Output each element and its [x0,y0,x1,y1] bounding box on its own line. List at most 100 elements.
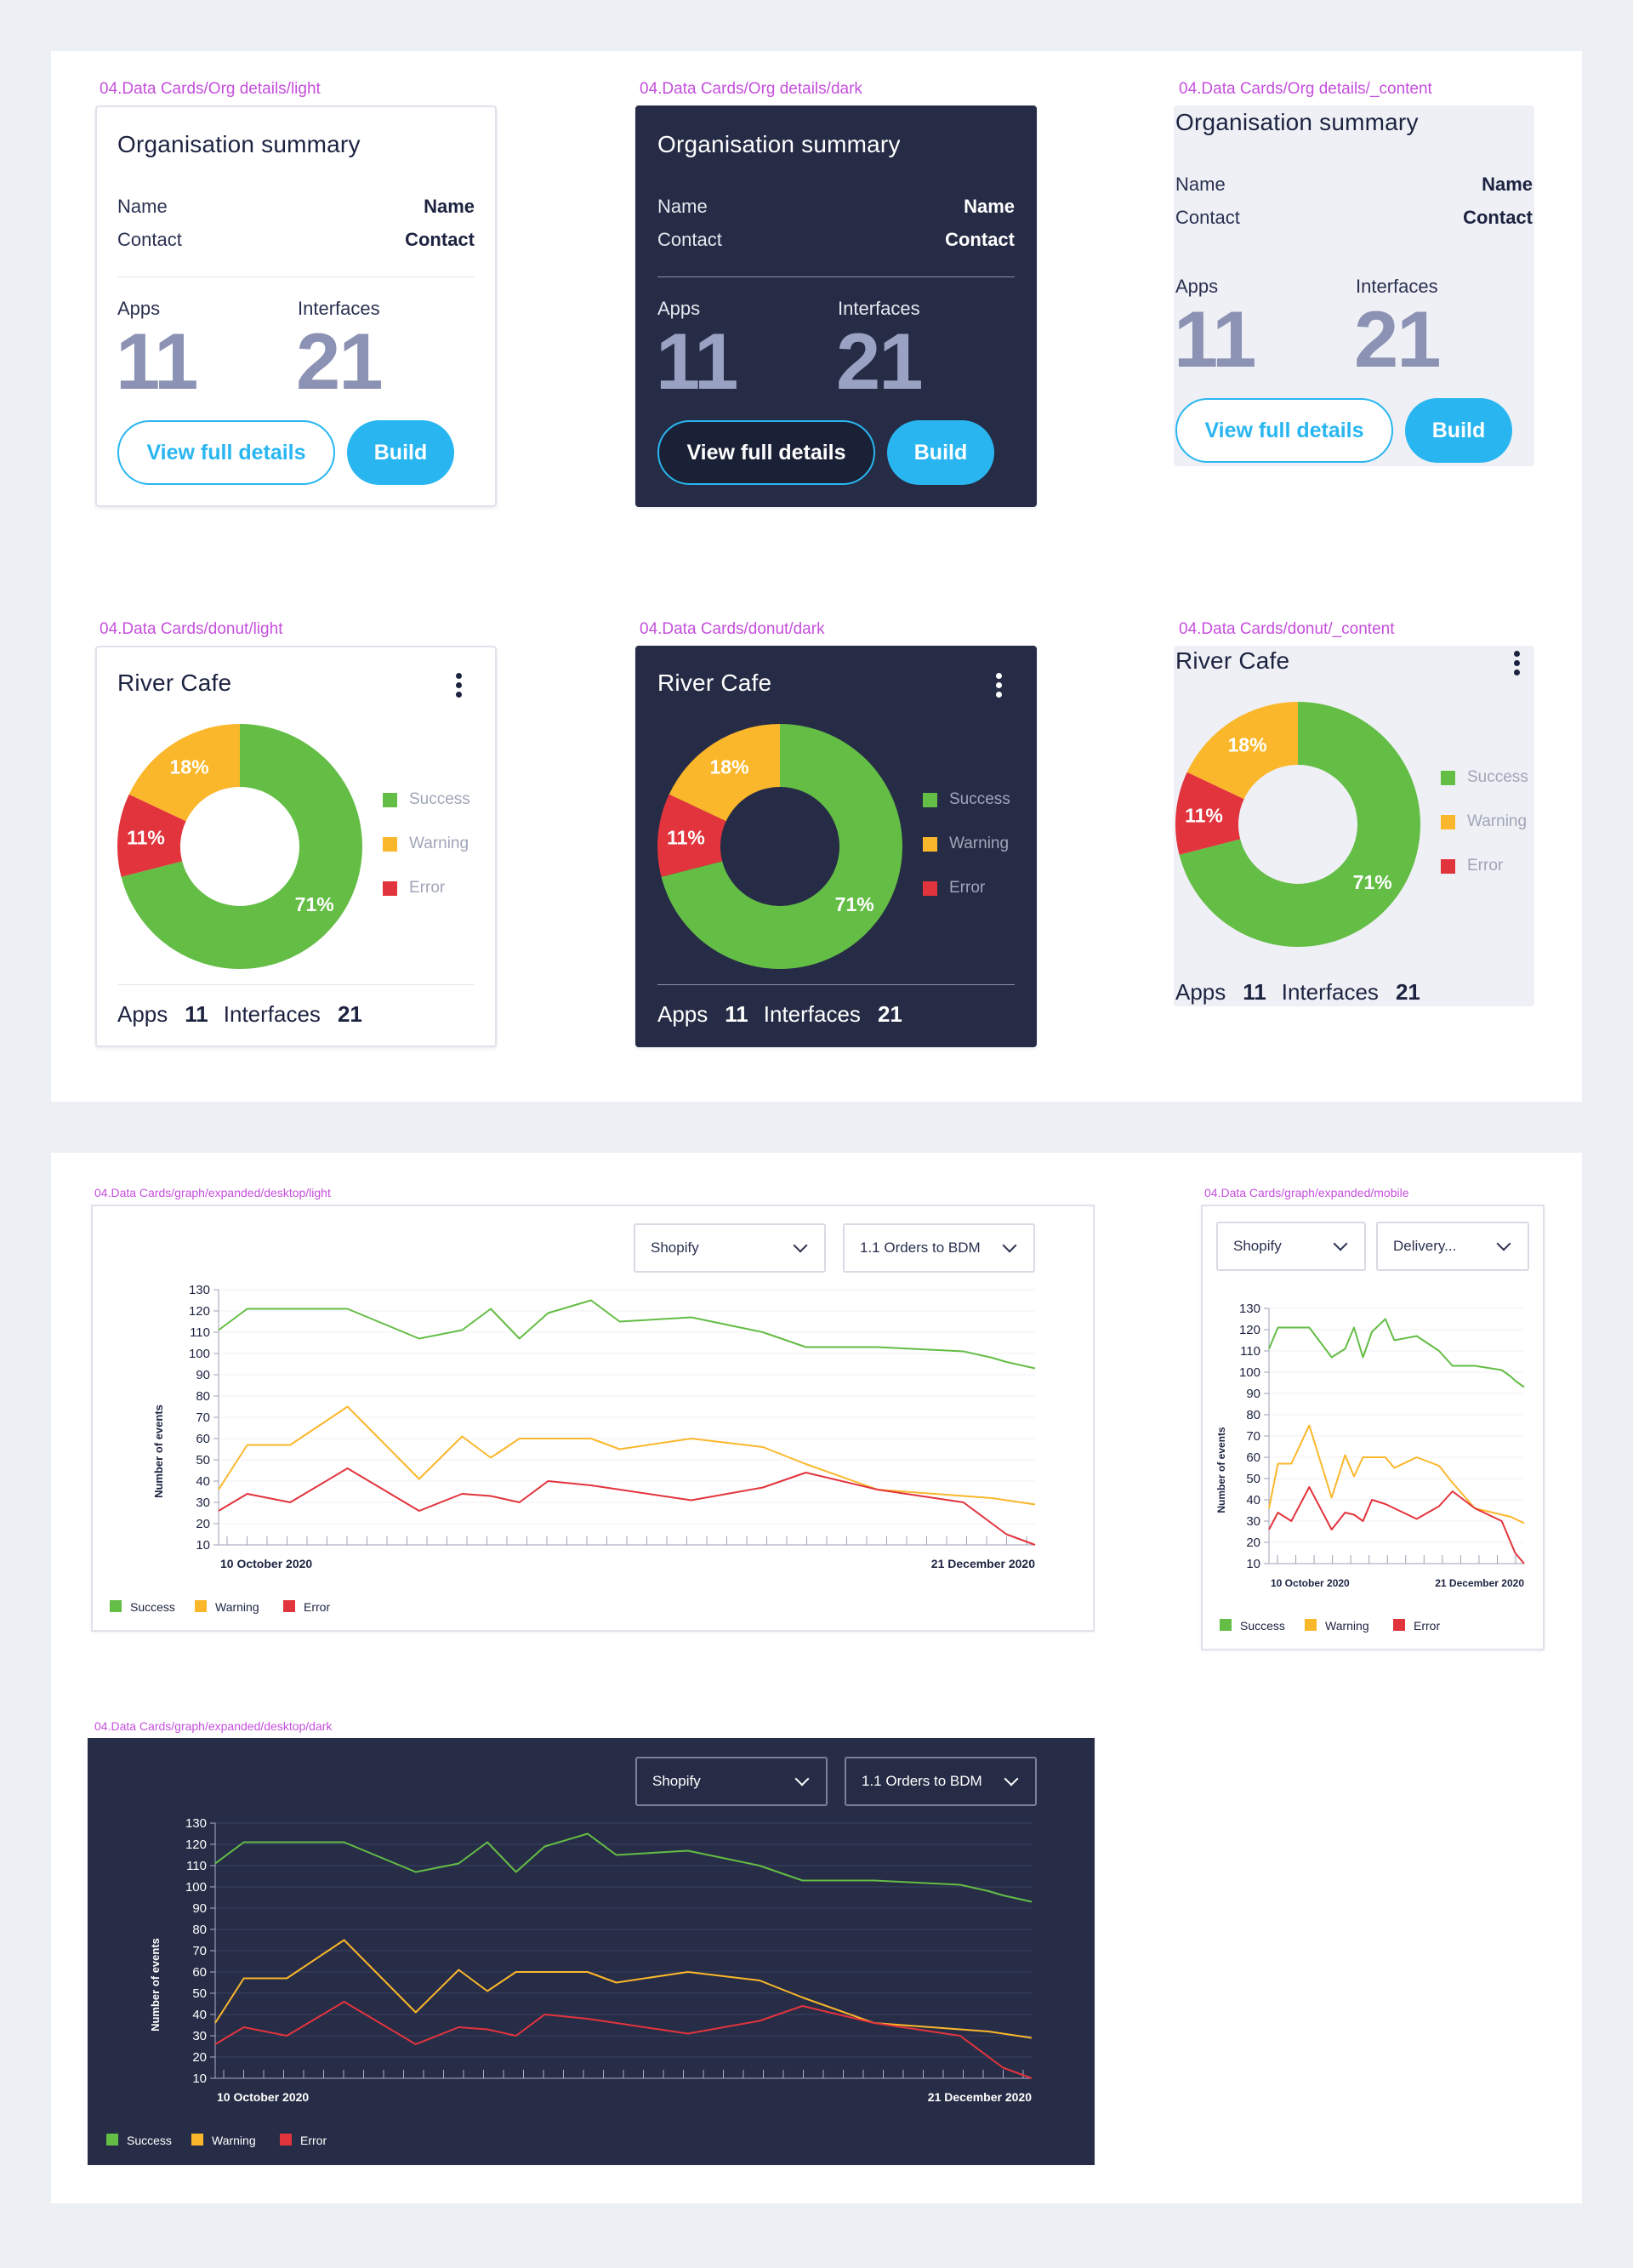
y-tick-label: 70 [192,1944,207,1958]
y-tick-label: 10 [192,2071,207,2086]
y-tick-label: 110 [1240,1344,1260,1359]
donut-label-error: 11% [667,827,705,849]
donut-slice-warning [669,724,780,822]
warning-swatch [383,836,397,852]
contact-value: Contact [945,229,1015,250]
legend-error: Error [1441,857,1503,875]
x-end-label: 21 December 2020 [928,2090,1032,2104]
apps-label: Apps [657,1001,708,1027]
donut-chart: 71% 11% 18% [117,724,363,969]
y-tick-label: 90 [1246,1387,1260,1401]
success-swatch [383,792,397,807]
y-tick-label: 60 [196,1432,210,1446]
kebab-menu-icon[interactable] [456,673,463,701]
footer-counts: Apps 11 Interfaces 21 [117,1001,378,1028]
series-line-success [214,1832,1033,1903]
events-line-chart: 130 120 110 100 90 80 70 60 50 40 30 20 10 Number of … [106,1816,1033,2147]
divider [657,276,1015,277]
frame-label-graph-desktop-light: 04.Data Cards/graph/expanded/desktop/lig… [94,1186,331,1200]
flow-dropdown[interactable]: Delivery... [1376,1222,1529,1271]
divider [117,276,475,277]
series-line-warning [1268,1424,1525,1524]
apps-label: Apps [117,298,161,319]
donut-slice-success [121,724,363,969]
name-value: Name [424,196,475,217]
events-line-chart: 130 120 110 100 90 80 70 60 50 40 30 20 10 Number of … [1215,1302,1525,1633]
y-tick-label: 120 [185,1838,207,1852]
y-tick-label: 70 [1246,1429,1260,1444]
interfaces-label: Interfaces [1281,979,1379,1005]
view-full-details-button[interactable]: View full details [657,420,875,485]
legend-label-success: Success [130,1600,175,1614]
card-title: River Cafe [1175,647,1290,674]
legend-warning: Warning [383,835,469,853]
y-tick-label: 80 [196,1389,210,1404]
donut-label-warning: 18% [709,755,748,778]
series-line-error [218,1467,1036,1546]
apps-count: 11 [656,316,738,406]
build-button[interactable]: Build [347,420,454,485]
contact-label: Contact [657,229,722,250]
x-start-label: 10 October 2020 [220,1557,312,1570]
series-line-success [218,1299,1036,1370]
name-label: Name [1175,174,1226,195]
y-tick-label: 130 [1239,1302,1260,1316]
card-title: Organisation summary [1175,109,1419,135]
source-dropdown[interactable]: Shopify [1216,1222,1366,1271]
donut-slice-error [117,794,186,877]
y-tick-label: 30 [196,1496,210,1510]
error-swatch [1441,858,1455,874]
series-line-error [214,2001,1033,2079]
legend-swatch-success [106,2134,118,2145]
y-tick-label: 110 [190,1325,210,1340]
flow-dropdown[interactable]: 1.1 Orders to BDM [843,1223,1035,1273]
build-button[interactable]: Build [887,420,994,485]
interfaces-label: Interfaces [1356,276,1438,297]
contact-value: Contact [405,229,475,250]
donut-card-content: River Cafe 71% 11% 18% Success Warning Err… [1174,646,1534,1006]
kebab-menu-icon[interactable] [1514,651,1521,679]
source-dropdown[interactable]: Shopify [635,1757,828,1806]
x-end-label: 21 December 2020 [931,1557,1035,1570]
kebab-menu-icon[interactable] [996,673,1003,701]
interfaces-label: Interfaces [838,298,920,319]
name-label: Name [657,196,708,217]
interfaces-count: 21 [296,316,384,406]
y-tick-label: 60 [192,1965,207,1980]
y-tick-label: 90 [196,1368,210,1382]
y-tick-label: 120 [189,1304,210,1319]
donut-slice-warning [1186,702,1298,800]
footer-counts: Apps 11 Interfaces 21 [1175,979,1436,1006]
source-dropdown[interactable]: Shopify [634,1223,826,1273]
legend-swatch-error [1393,1619,1405,1631]
apps-count: 11 [116,316,198,406]
apps-count: 11 [185,1001,208,1027]
view-full-details-button[interactable]: View full details [117,420,335,485]
events-line-chart: 130 120 110 100 90 80 70 60 50 40 30 20 10 Number of … [110,1283,1036,1614]
donut-label-error: 11% [127,827,165,849]
y-tick-label: 50 [1246,1472,1260,1486]
frame-label-graph-mobile: 04.Data Cards/graph/expanded/mobile [1204,1186,1409,1200]
legend-swatch-warning [191,2134,203,2145]
donut-slice-success [661,724,902,969]
donut-label-success: 71% [1353,871,1392,893]
apps-count: 11 [1243,979,1266,1005]
y-tick-label: 10 [196,1538,210,1553]
y-tick-label: 40 [196,1474,210,1489]
contact-value: Contact [1463,207,1533,228]
y-tick-label: 10 [1246,1557,1260,1571]
divider [117,984,475,985]
legend-swatch-success [110,1600,122,1612]
series-line-error [1268,1486,1525,1564]
warning-swatch [1441,814,1455,829]
flow-dropdown[interactable]: 1.1 Orders to BDM [845,1757,1037,1806]
legend-error: Error [923,879,985,898]
legend-swatch-error [283,1600,295,1612]
donut-label-warning: 18% [169,755,208,778]
donut-card-dark: River Cafe 71% 11% 18% Success Warning Err… [635,646,1037,1047]
contact-label: Contact [117,229,182,250]
build-button[interactable]: Build [1405,398,1512,463]
card-title: Organisation summary [657,131,901,157]
legend-swatch-warning [195,1600,207,1612]
view-full-details-button[interactable]: View full details [1175,398,1393,463]
